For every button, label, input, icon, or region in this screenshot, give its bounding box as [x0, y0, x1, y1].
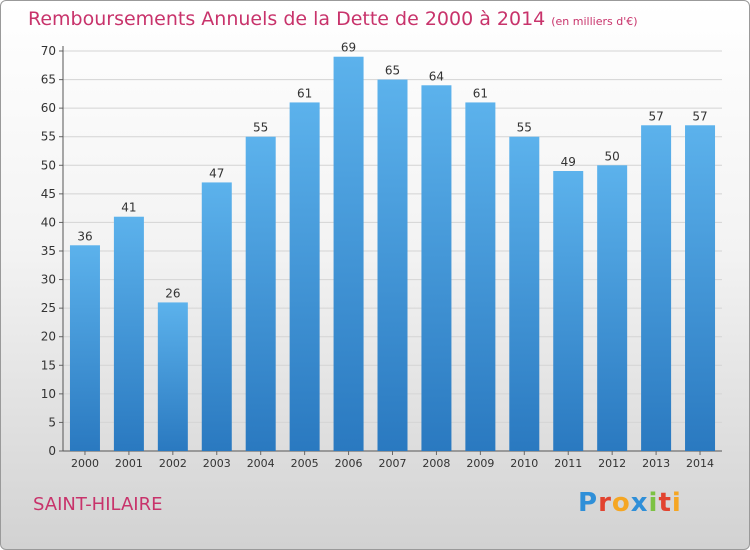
y-tick-label: 50 [41, 158, 56, 172]
y-tick-label: 25 [41, 301, 56, 315]
logo-letter: i [671, 488, 682, 518]
x-tick-label: 2005 [291, 457, 319, 470]
bars: 36 41 26 47 55 61 69 65 64 61 55 49 50 57 57 [69, 41, 716, 452]
bar [553, 171, 584, 451]
bar [201, 182, 232, 451]
logo-letter: r [598, 488, 612, 518]
bar-value-label: 50 [605, 149, 620, 163]
x-tick-label: 2003 [203, 457, 231, 470]
bar-value-label: 69 [341, 41, 356, 55]
x-tick-label: 2000 [71, 457, 99, 470]
x-tick-label: 2011 [554, 457, 582, 470]
y-tick-label: 20 [41, 330, 56, 344]
y-tick-label: 65 [41, 73, 56, 87]
y-tick-label: 0 [48, 444, 56, 458]
bar-value-label: 55 [253, 121, 268, 135]
bar-value-label: 64 [429, 69, 444, 83]
bar-value-label: 36 [77, 229, 92, 243]
y-tick-label: 35 [41, 244, 56, 258]
logo-letter: x [630, 488, 649, 518]
y-tick-label: 45 [41, 187, 56, 201]
logo-letter: P [578, 488, 599, 518]
x-tick-label: 2012 [598, 457, 626, 470]
bar [509, 136, 540, 451]
commune-name: SAINT-HILAIRE [33, 494, 163, 515]
y-tick-label: 5 [48, 415, 56, 429]
y-tick-label: 55 [41, 130, 56, 144]
chart-title: Remboursements Annuels de la Dette de 20… [28, 8, 638, 30]
x-tick-label: 2007 [379, 457, 407, 470]
x-tick-label: 2006 [335, 457, 363, 470]
proxiti-logo[interactable]: Proxiti [578, 488, 682, 518]
bar [289, 102, 320, 451]
bar [377, 79, 408, 452]
logo-letter: i [648, 488, 659, 518]
y-tick-label: 70 [41, 44, 56, 58]
y-tick-label: 15 [41, 358, 56, 372]
logo-letter: o [611, 488, 631, 518]
x-tick-label: 2014 [686, 457, 714, 470]
x-tick-label: 2002 [159, 457, 187, 470]
bar [245, 136, 276, 451]
logo-letter: t [658, 488, 672, 518]
chart-title-unit: (en milliers d'€) [551, 15, 638, 28]
y-tick-label: 60 [41, 101, 56, 115]
bar [641, 125, 672, 452]
bar-value-label: 55 [517, 121, 532, 135]
bar [113, 216, 144, 451]
bar-value-label: 57 [648, 109, 663, 123]
bar [333, 56, 364, 451]
bar-value-label: 26 [165, 286, 180, 300]
bar [685, 125, 716, 452]
x-tick-label: 2001 [115, 457, 143, 470]
bar-value-label: 61 [473, 86, 488, 100]
x-tick-label: 2008 [422, 457, 450, 470]
chart-title-main: Remboursements Annuels de la Dette de 20… [28, 8, 546, 30]
bar [465, 102, 496, 451]
x-tick-label: 2004 [247, 457, 275, 470]
bar-value-label: 57 [692, 109, 707, 123]
y-tick-label: 30 [41, 273, 56, 287]
bar-value-label: 47 [209, 166, 224, 180]
bar-value-label: 49 [561, 155, 576, 169]
bar-value-label: 41 [121, 201, 136, 215]
bar-value-label: 61 [297, 86, 312, 100]
y-tick-label: 10 [41, 387, 56, 401]
x-tick-label: 2010 [510, 457, 538, 470]
x-tick-label: 2009 [466, 457, 494, 470]
x-tick-label: 2013 [642, 457, 670, 470]
bar [157, 302, 188, 451]
bar [597, 165, 628, 452]
bar [421, 85, 452, 452]
y-tick-label: 40 [41, 215, 56, 229]
bar-value-label: 65 [385, 64, 400, 78]
bar [69, 245, 100, 451]
